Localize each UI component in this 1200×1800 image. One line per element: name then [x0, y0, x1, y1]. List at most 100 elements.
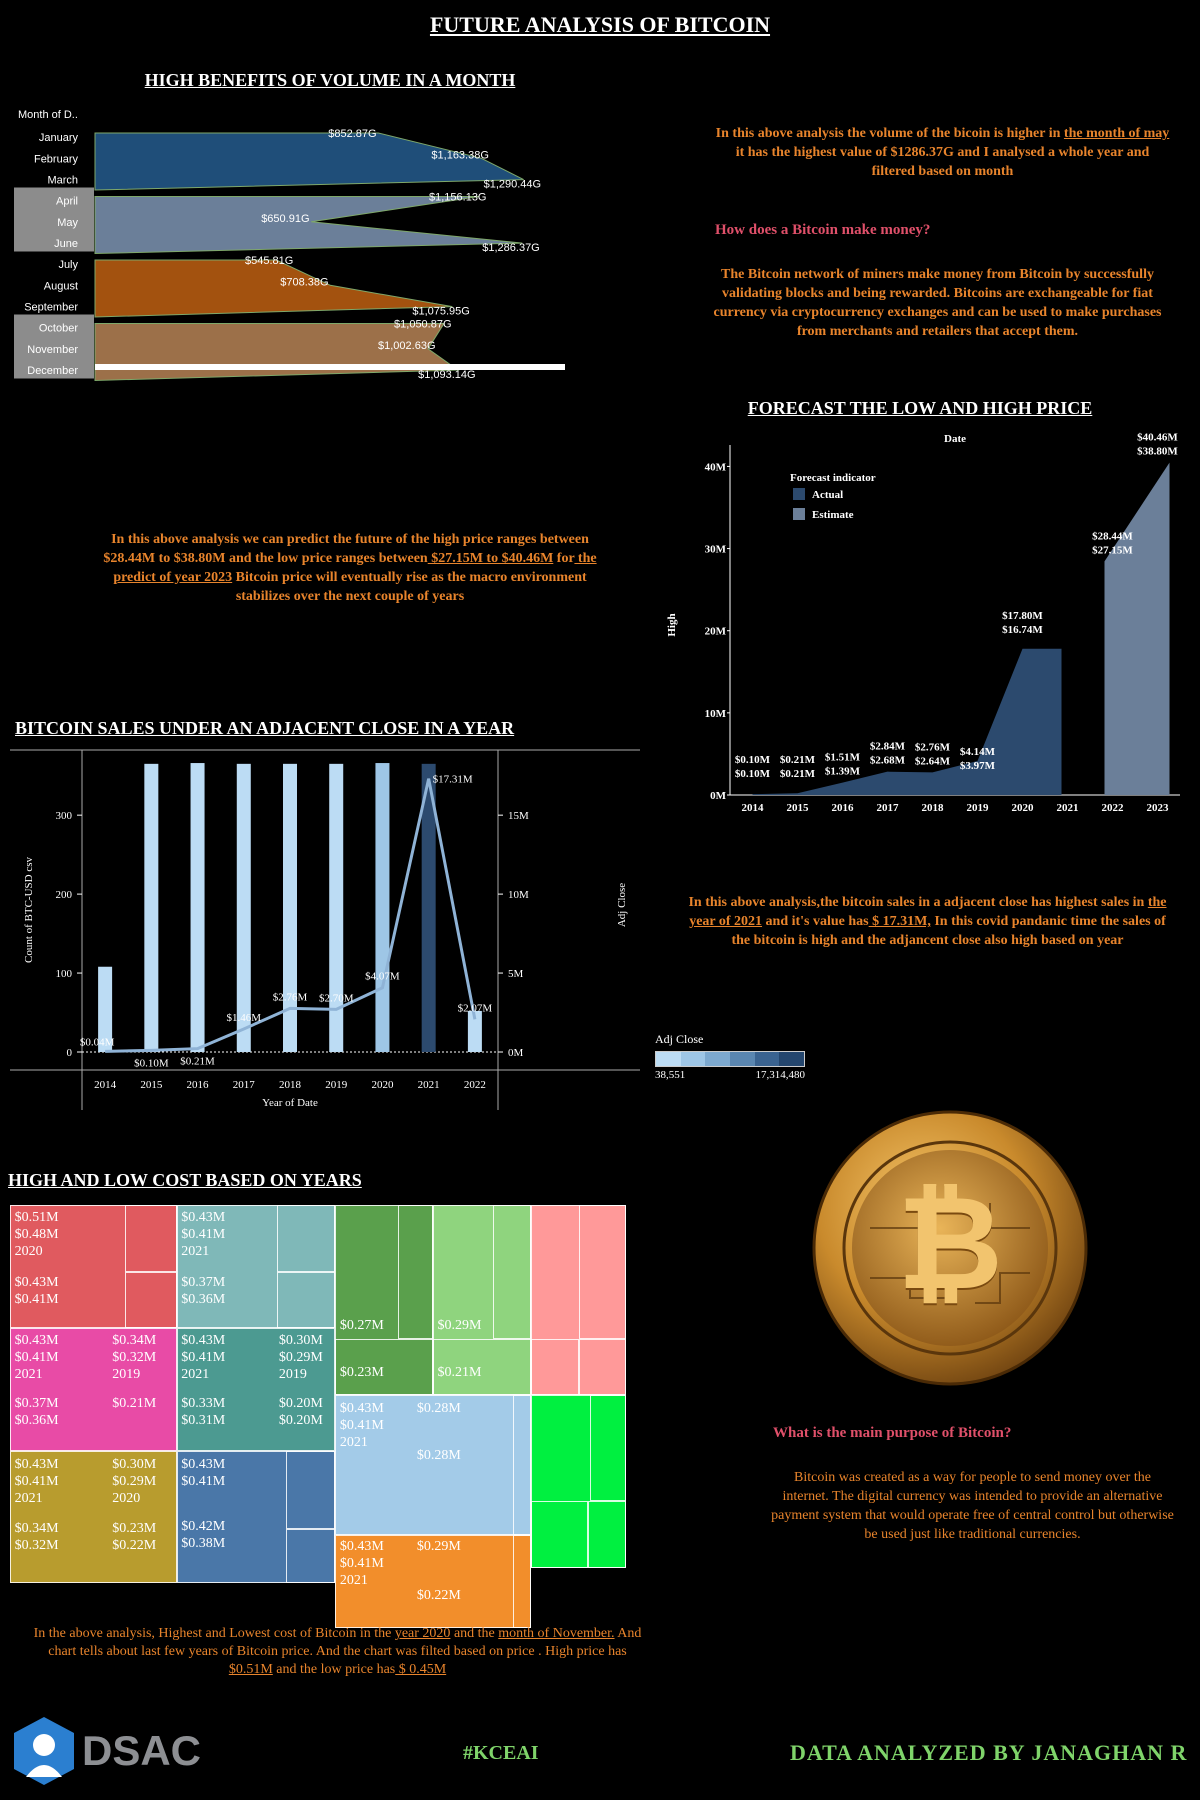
adj-close-gradient: [655, 1051, 805, 1067]
adj-close-legend-title: Adj Close: [655, 1032, 704, 1046]
forecast-label-high: $1.51M: [825, 752, 861, 764]
sales-x-tick: 2020: [371, 1079, 394, 1091]
svg-text:₿: ₿: [897, 1169, 1003, 1321]
treemap-subcell: [513, 1534, 531, 1628]
treemap-subcell: [590, 1395, 626, 1502]
sales-chart-title: BITCOIN SALES UNDER AN ADJACENT CLOSE IN…: [15, 718, 515, 738]
treemap-cell-label: $0.28M: [416, 1447, 461, 1463]
forecast-label-low: $38.80M: [1137, 446, 1178, 458]
volume-chart-title: HIGH BENEFITS OF VOLUME IN A MONTH: [144, 70, 516, 90]
footer-hashtag: #KCEAI: [463, 1742, 539, 1764]
sales-x-tick: 2019: [325, 1079, 348, 1091]
forecast-legend-swatch: [793, 508, 805, 520]
forecast-y-tick: 30M: [705, 544, 727, 556]
sales-bar: [467, 1010, 482, 1052]
sales-data-label: $1.46M: [227, 1012, 262, 1024]
sales-x-label: Year of Date: [262, 1097, 318, 1109]
purpose-answer: Bitcoin was created as a way for people …: [771, 1470, 1174, 1542]
forecast-label-high: $2.76M: [915, 741, 951, 753]
cost-treemap: $0.51M $0.48M 2020 $0.43M $0.41M $0.43M $0…: [10, 1205, 626, 1628]
page-title: FUTURE ANALYSIS OF BITCOIN: [429, 12, 771, 37]
treemap-group: [10, 1328, 177, 1452]
treemap-group: [335, 1534, 531, 1628]
forecast-x-tick: 2020: [1012, 802, 1035, 814]
forecast-label-high: $2.84M: [870, 741, 906, 753]
forecast-label-high: $17.80M: [1002, 610, 1043, 622]
volume-data-label: $708.38G: [280, 276, 328, 288]
sales-x-tick: 2016: [187, 1079, 210, 1091]
forecast-legend-swatch: [793, 488, 805, 500]
sales-x-tick: 2021: [418, 1079, 440, 1091]
volume-chart: Month of D.. January February March $852.87G…: [14, 109, 565, 381]
adj-close-max: 17,314,480: [755, 1069, 806, 1081]
sales-data-label: $17.31M: [433, 774, 473, 786]
volume-data-label: $545.81G: [245, 255, 293, 267]
sales-y-tick-right: 10M: [508, 889, 529, 901]
treemap-cell-label: $0.21M: [112, 1396, 157, 1412]
forecast-label-low: $16.74M: [1002, 624, 1043, 636]
volume-note: In this above analysis the volume of the…: [715, 126, 1170, 179]
forecast-y-tick: 0M: [710, 790, 727, 802]
forecast-y-tick: 10M: [705, 708, 727, 720]
volume-month-label: June: [54, 238, 78, 250]
treemap-subcell: [578, 1205, 626, 1340]
svg-text:₿: ₿: [897, 1167, 1003, 1319]
treemap-cell-label: $0.42M $0.38M: [181, 1519, 226, 1552]
treemap-cell-label: $0.27M: [339, 1317, 384, 1333]
forecast-x-tick: 2015: [787, 802, 810, 814]
forecast-chart: Date 0M 10M 20M 30M 40M High 2014 2015 2016 2017 20…: [666, 432, 1180, 814]
volume-data-label: $1,002.63G: [378, 340, 436, 352]
sales-y-tick-right: 0M: [508, 1047, 524, 1059]
sales-x-tick: 2022: [464, 1079, 486, 1091]
treemap-cell-label: $0.43M $0.41M 2021: [181, 1333, 226, 1383]
forecast-chart-title: FORECAST THE LOW AND HIGH PRICE: [747, 398, 1093, 418]
volume-month-label: April: [56, 196, 78, 208]
treemap-cell-label: $0.23M $0.22M: [112, 1521, 157, 1554]
money-answer: The Bitcoin network of miners make money…: [713, 267, 1162, 339]
volume-data-label: $1,290.44G: [484, 179, 542, 191]
forecast-label-high: $0.10M: [735, 754, 771, 766]
treemap-cell-label: $0.43M $0.41M 2021: [181, 1210, 226, 1260]
cost-chart-title: HIGH AND LOW COST BASED ON YEARS: [8, 1170, 362, 1190]
treemap-group: [432, 1205, 531, 1396]
treemap-group: [530, 1395, 626, 1569]
volume-month-label: September: [24, 302, 78, 314]
footer-credit: DATA ANALYZED BY JANAGHAN R: [790, 1740, 1188, 1765]
treemap-cell-label: $0.20M $0.20M: [278, 1396, 323, 1429]
sales-y-tick-left: 300: [56, 810, 73, 822]
volume-area: [94, 132, 524, 191]
treemap-cell-label: $0.34M $0.32M: [14, 1521, 59, 1554]
treemap-subcell: [492, 1205, 531, 1340]
treemap-subcell: [276, 1205, 336, 1273]
forecast-x-tick: 2022: [1102, 802, 1125, 814]
treemap-cell-label: $0.34M $0.32M 2019: [112, 1333, 157, 1383]
forecast-x-tick: 2023: [1147, 802, 1170, 814]
treemap-subcell: [588, 1501, 626, 1569]
treemap-group: [176, 1205, 336, 1329]
volume-month-label: July: [58, 259, 78, 271]
volume-data-label: $1,093.14G: [418, 369, 476, 381]
treemap-group: [10, 1451, 177, 1583]
sales-y-label-right: Adj Close: [616, 883, 628, 927]
volume-area: [94, 259, 453, 318]
volume-month-label: January: [39, 132, 79, 144]
sales-x-tick: 2015: [140, 1079, 163, 1091]
volume-month-label: August: [44, 280, 78, 292]
forecast-note: In this above analysis we can predict th…: [103, 532, 597, 604]
forecast-y-label: High: [666, 613, 678, 636]
sales-bar: [375, 763, 390, 1052]
treemap-cell-label: $0.23M: [339, 1364, 384, 1380]
forecast-x-tick: 2019: [967, 802, 990, 814]
volume-month-label: October: [39, 323, 78, 335]
sales-x-tick: 2014: [94, 1079, 117, 1091]
forecast-estimate-area: [1104, 462, 1170, 795]
forecast-legend-label: Actual: [812, 489, 843, 501]
volume-data-label: $1,075.95G: [412, 306, 470, 318]
treemap-subcell: [398, 1205, 433, 1340]
treemap-group: [335, 1205, 433, 1396]
treemap-cell-label: $0.29M: [437, 1317, 482, 1333]
sales-y-tick-left: 0: [67, 1047, 73, 1059]
volume-area: [94, 196, 523, 255]
forecast-x-tick: 2018: [922, 802, 945, 814]
forecast-label-low: $3.97M: [960, 760, 996, 772]
